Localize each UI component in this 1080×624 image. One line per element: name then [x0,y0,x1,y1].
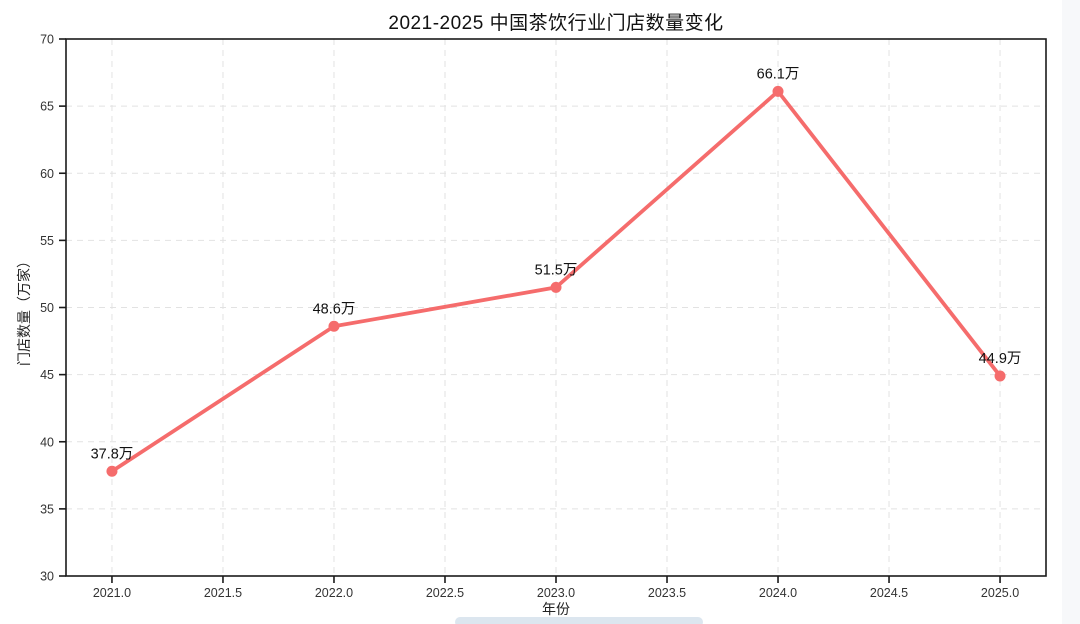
horizontal-scrollbar-thumb[interactable] [455,617,703,624]
data-point-label: 51.5万 [535,262,578,278]
x-tick-label: 2024.0 [759,586,797,600]
data-point-label: 44.9万 [979,351,1022,367]
y-tick-label: 70 [40,33,54,47]
x-tick-label: 2021.0 [93,586,131,600]
y-tick-label: 45 [40,368,54,382]
chart-title: 2021-2025 中国茶饮行业门店数量变化 [388,13,724,34]
x-tick-label: 2021.5 [204,586,242,600]
x-tick-label: 2025.0 [981,586,1019,600]
data-point-marker [328,320,340,332]
x-tick-label: 2023.0 [537,586,575,600]
data-point-label: 48.6万 [313,301,356,317]
y-tick-label: 60 [40,167,54,181]
page-background-strip [1062,0,1080,624]
y-axis-label: 门店数量（万家） [16,254,32,366]
y-tick-label: 35 [40,502,54,516]
y-tick-label: 65 [40,100,54,114]
data-point-marker [550,281,562,293]
data-point-marker [994,370,1006,382]
y-tick-label: 55 [40,234,54,248]
plot-border [65,38,1047,577]
y-tick-label: 40 [40,435,54,449]
data-point-marker [106,465,118,477]
data-point-label: 66.1万 [757,66,800,82]
data-point-marker [772,85,784,97]
data-point-label: 37.8万 [91,446,134,462]
y-tick-label: 50 [40,301,54,315]
y-tick-label: 30 [40,570,54,584]
x-tick-label: 2023.5 [648,586,686,600]
x-tick-label: 2022.5 [426,586,464,600]
x-tick-label: 2022.0 [315,586,353,600]
x-axis-label: 年份 [542,601,570,617]
x-tick-label: 2024.5 [870,586,908,600]
